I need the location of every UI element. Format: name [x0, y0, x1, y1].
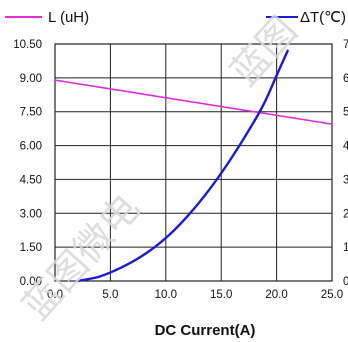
tick-labels: 0.0 5.0 10.0 15.0 20.0 25.0 0.00 1.50 3.00 4.50 6.…: [13, 39, 348, 301]
y2-tick-label: 3: [343, 174, 348, 186]
y-tick-label: 9.00: [20, 73, 42, 85]
y2-tick-label: 7: [343, 39, 348, 51]
x-tick-label: 20.0: [265, 289, 287, 301]
series-line-dt: [75, 49, 289, 283]
watermark: 蓝图微电 蓝图: [14, 8, 306, 328]
watermark-text-top: 蓝图: [222, 8, 306, 94]
plot-border: [54, 43, 333, 282]
y2-tick-label: 4: [343, 141, 348, 153]
y-tick-label: 1.50: [20, 242, 42, 254]
plot-frame: [54, 43, 333, 282]
x-tick-label: 10.0: [155, 289, 177, 301]
series-layer: [54, 49, 333, 283]
x-axis-label: DC Current(A): [155, 322, 256, 339]
legend-label-dt: ΔT(℃): [300, 9, 346, 26]
legend-label-l: L (uH): [48, 9, 89, 26]
y2-tick-label: 1: [343, 242, 348, 254]
y-tick-label: 0.00: [20, 276, 42, 288]
y2-tick-label: 0: [343, 276, 348, 288]
y2-tick-label: 5: [343, 107, 348, 119]
y2-tick-label: 6: [343, 73, 348, 85]
x-tick-label: 5.0: [102, 289, 118, 301]
y-tick-label: 4.50: [20, 174, 42, 186]
legend: L (uH) ΔT(℃): [5, 9, 346, 26]
watermark-text-main: 蓝图微电: [14, 186, 148, 328]
y-tick-label: 3.00: [20, 208, 42, 220]
y-tick-label: 6.00: [20, 141, 42, 153]
x-tick-label: 25.0: [321, 289, 343, 301]
y2-tick-label: 2: [343, 208, 348, 220]
y-tick-label: 7.50: [20, 107, 42, 119]
x-tick-label: 0.0: [47, 289, 63, 301]
x-tick-label: 15.0: [210, 289, 232, 301]
series-line-l: [54, 79, 333, 125]
y-tick-label: 10.50: [13, 39, 42, 51]
